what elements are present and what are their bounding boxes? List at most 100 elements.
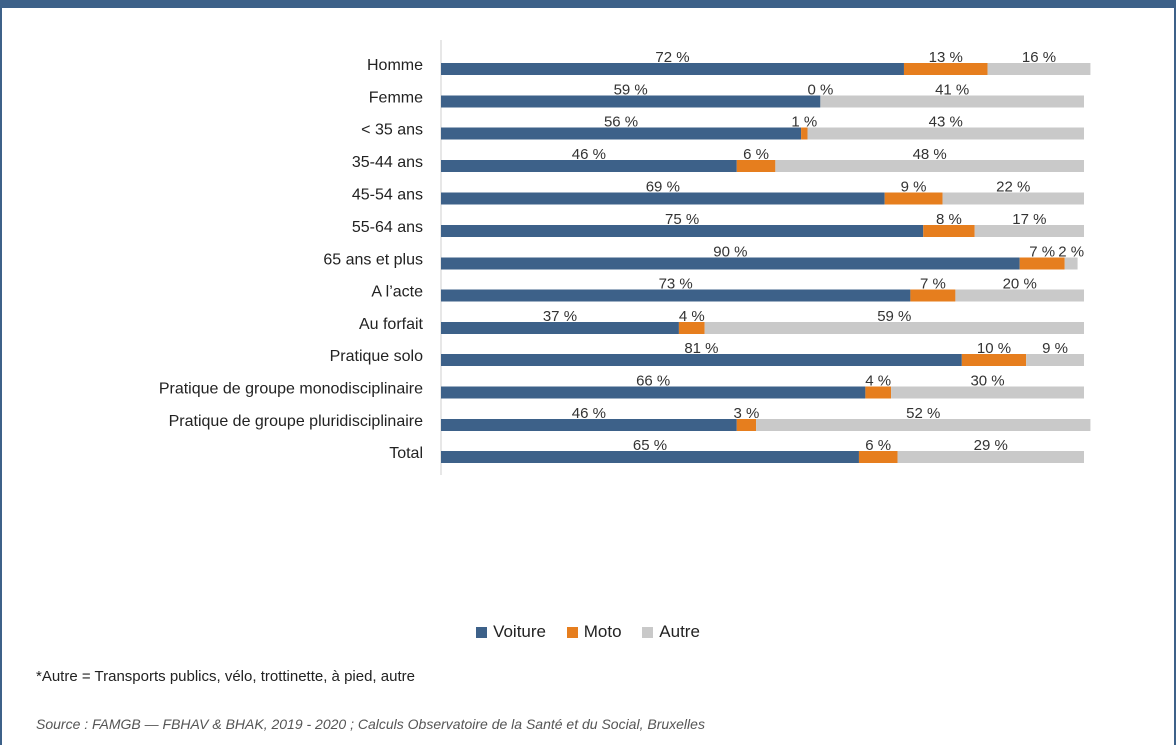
data-label: 1 % [791,114,817,131]
data-label: 66 % [636,373,670,390]
data-label: 73 % [659,276,693,293]
data-label: 7 % [1029,244,1055,261]
bar-segment-autre [1064,257,1078,270]
bar-segment-moto [858,451,898,463]
data-label: 29 % [974,437,1008,454]
bar-segment-voiture [441,127,802,140]
data-label: 69 % [646,179,680,196]
bar-segment-autre [955,289,1084,302]
category-label: Pratique de groupe pluridisciplinaire [169,413,423,430]
bar-segment-moto [884,192,943,205]
bar-segment-autre [775,160,1084,172]
data-label: 2 % [1058,244,1084,261]
category-label: Homme [367,57,423,74]
category-label: Femme [369,90,423,107]
bar-segment-voiture [441,160,737,172]
data-label: 37 % [543,308,577,325]
source-note: Source : FAMGB — FBHAV & BHAK, 2019 - 20… [36,716,705,732]
legend-item-voiture: Voiture [476,622,546,642]
bar-segment-voiture [441,225,924,237]
data-label: 4 % [679,308,705,325]
category-label: Pratique de groupe monodisciplinaire [159,381,423,398]
category-label: Au forfait [359,316,424,333]
bar-segment-voiture [441,386,866,399]
bar-segment-moto [678,322,705,334]
stacked-bar-chart: Homme 72 % 13 % 16 % Femme 59 % 0 % 41 % < 35 an… [159,40,1091,475]
category-label: 35-44 ans [352,154,423,171]
bar-segment-autre [897,451,1084,463]
legend-swatch-autre [642,626,654,638]
data-label: 22 % [996,179,1030,196]
data-label: 16 % [1022,49,1056,66]
legend-label-voiture: Voiture [493,622,547,641]
data-label: 59 % [877,308,911,325]
data-label: 0 % [807,82,833,99]
bar-segment-autre [891,386,1084,399]
data-label: 6 % [865,437,891,454]
bar-segment-voiture [441,289,911,302]
bar-segment-moto [910,289,956,302]
data-label: 90 % [713,244,747,261]
bar-segment-moto [1019,257,1065,270]
bar-segment-voiture [441,419,737,431]
bar-segment-autre [807,127,1084,140]
data-label: 13 % [929,49,963,66]
category-label: 55-64 ans [352,219,423,236]
category-label: Pratique solo [330,348,423,365]
category-label: < 35 ans [361,122,423,139]
category-label: A l’acte [371,284,423,301]
data-label: 20 % [1003,276,1037,293]
category-label: 65 ans et plus [323,252,423,269]
legend-label-autre: Autre [659,622,700,641]
data-label: 81 % [684,340,718,357]
bar-segment-moto [903,63,988,75]
data-label: 65 % [633,437,667,454]
data-label: 7 % [920,276,946,293]
bar-segment-voiture [441,63,904,75]
bar-segment-autre [704,322,1084,334]
bar-segment-voiture [441,192,885,205]
data-label: 41 % [935,82,969,99]
bar-segment-voiture [441,257,1020,270]
bar-segment-autre [756,419,1091,431]
data-label: 75 % [665,211,699,228]
legend-label-moto: Moto [583,622,622,641]
legend-item-autre: Autre [642,622,700,642]
bar-segment-autre [987,63,1091,75]
legend-swatch-moto [566,626,578,638]
data-label: 48 % [913,146,947,163]
data-label: 9 % [901,179,927,196]
data-label: 8 % [936,211,962,228]
legend-swatch-voiture [476,626,488,638]
bar-segment-moto [961,354,1027,366]
bar-segment-autre [1026,354,1084,366]
data-label: 46 % [572,146,606,163]
data-label: 56 % [604,114,638,131]
data-label: 72 % [655,49,689,66]
data-label: 3 % [733,405,759,422]
bar-segment-moto [736,160,776,172]
bar-segment-voiture [441,95,821,108]
bar-segment-moto [865,386,892,399]
bar-segment-autre [974,225,1084,237]
bar-segment-autre [942,192,1084,205]
bar-segment-moto [923,225,975,237]
legend-item-moto: Moto [566,622,622,642]
bar-segment-voiture [441,451,859,463]
data-label: 9 % [1042,340,1068,357]
data-label: 52 % [906,405,940,422]
bar-segment-autre [820,95,1084,108]
data-label: 17 % [1012,211,1046,228]
data-label: 59 % [614,82,648,99]
data-label: 43 % [929,114,963,131]
data-label: 10 % [977,340,1011,357]
data-label: 30 % [970,373,1004,390]
data-label: 4 % [865,373,891,390]
footnote: *Autre = Transports publics, vélo, trott… [36,668,415,685]
legend: Voiture Moto Autre [0,622,1176,643]
category-label: 45-54 ans [352,187,423,204]
bar-segment-moto [801,127,808,140]
data-label: 6 % [743,146,769,163]
bar-segment-moto [736,419,757,431]
